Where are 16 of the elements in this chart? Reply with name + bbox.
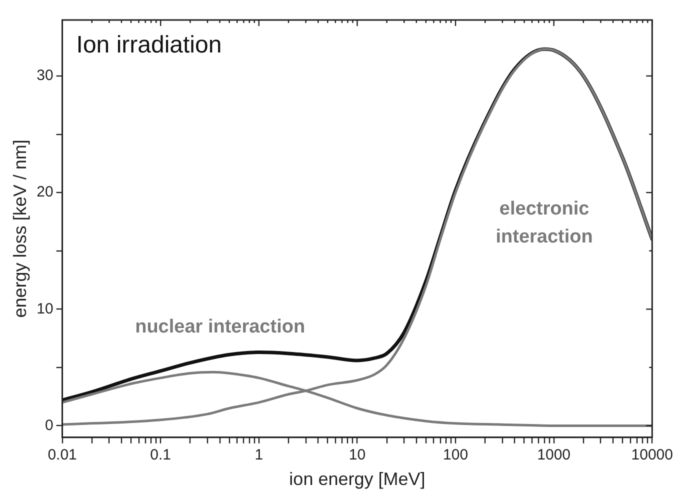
x-tick-label: 0.01 <box>48 446 77 464</box>
text: electronic interaction <box>496 198 593 248</box>
y-tick-label: 30 <box>36 67 54 84</box>
y-axis-title: energy loss [keV / nm] <box>10 140 30 318</box>
x-tick-label: 1 <box>254 446 264 464</box>
text: nuclear interaction <box>135 316 306 338</box>
x-tick-label: 10 <box>348 446 366 464</box>
x-tick-label: 100 <box>443 446 468 464</box>
x-tick-label: 1000 <box>537 446 571 464</box>
y-tick-label: 0 <box>44 416 54 434</box>
x-tick-label: 0.1 <box>150 446 172 464</box>
x-axis-title: ion energy [MeV] <box>289 469 426 490</box>
y-tick-label: 10 <box>36 300 54 318</box>
y-tick-label: 20 <box>36 184 54 201</box>
x-tick-label: 10000 <box>631 446 674 464</box>
text: Ion irradiation <box>76 32 222 59</box>
